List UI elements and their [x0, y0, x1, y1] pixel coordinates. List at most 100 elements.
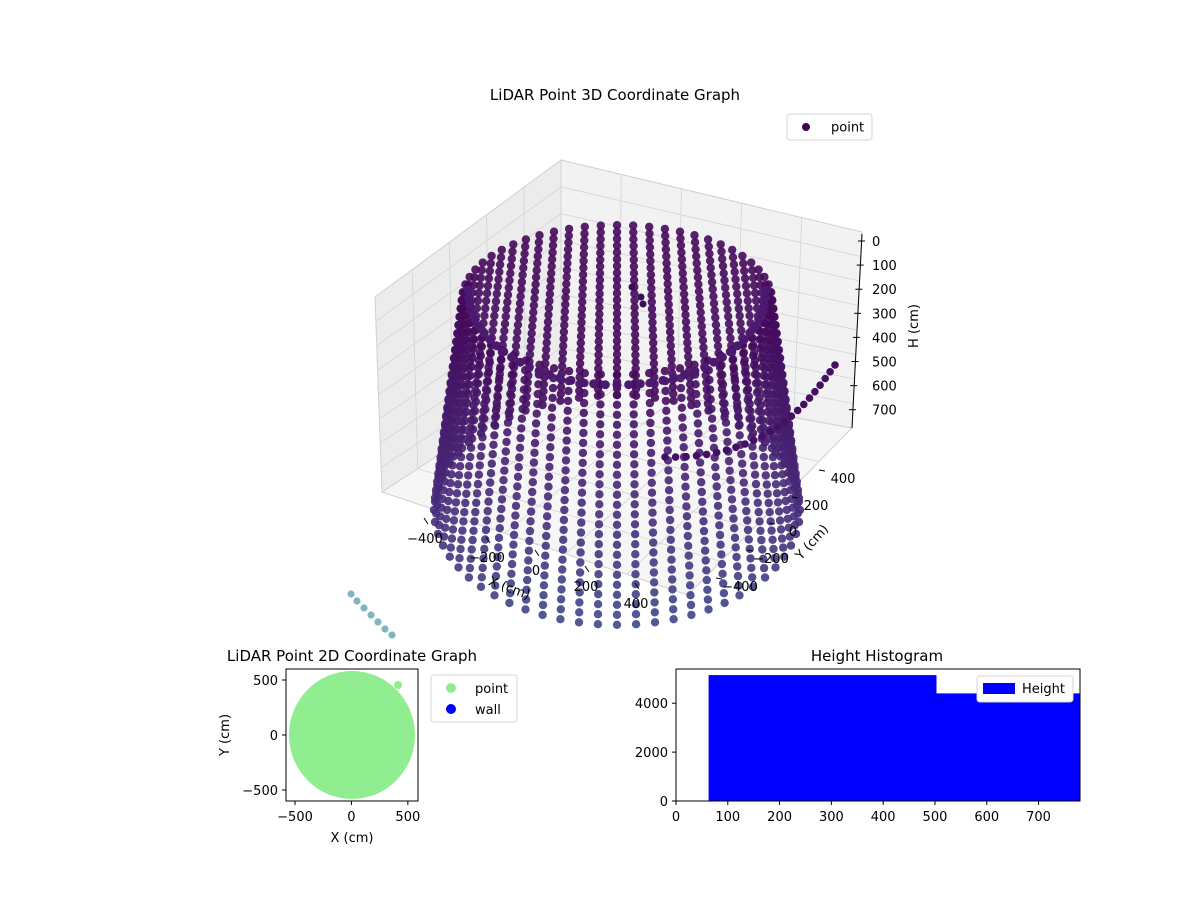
plot3d-scan-point [561, 293, 570, 302]
plot3d-scan-point [456, 390, 466, 399]
plot3d-scan-point [762, 336, 771, 346]
plot3d-scan-point [489, 319, 498, 328]
plot3d-scan-point [594, 337, 603, 346]
plot3d-scan-point [480, 414, 489, 423]
plot3d-scan-point [594, 570, 603, 579]
plot3d-scan-point [462, 345, 471, 354]
plot3d-scan-point [612, 323, 622, 332]
plot3d-scan-point [464, 471, 473, 480]
plot3d-scan-point [713, 492, 722, 501]
plot3d-scan-point [668, 585, 677, 594]
plot3d-bowl-point [754, 314, 764, 324]
plot3d-scan-point [692, 252, 701, 261]
plot3d-scan-point [576, 548, 585, 557]
plot3d-scan-point [661, 245, 671, 254]
plot3d-scan-point [676, 241, 686, 250]
plot3d-scan-point [631, 570, 640, 579]
plot3d-scan-point [724, 456, 734, 466]
plot3d-scan-point [507, 370, 516, 379]
plot3d-scan-point [505, 589, 515, 598]
plot3d-bowl-point [739, 335, 749, 345]
plot3d-scan-point [594, 330, 604, 339]
plot3d-bowl-point [700, 362, 710, 372]
plot3d-ytick-label: −400 [722, 580, 758, 595]
plot3d-scan-point [542, 512, 552, 521]
plot3d-scan-point [754, 265, 763, 274]
plot3d-scan-point [647, 468, 656, 477]
plot3d-scan-point [564, 231, 573, 240]
plot3d-scan-point [578, 284, 587, 293]
plot3d-ylabel: Y (cm) [792, 522, 832, 564]
plot3d-scan-point [705, 375, 714, 385]
plot3d-scan-point [564, 386, 573, 396]
plot3d-scan-point [771, 480, 781, 489]
plot3d-arc-point [741, 440, 749, 448]
plot3d-scan-point [517, 414, 527, 423]
plot3d-scan-point [560, 314, 569, 323]
plot3d-scan-point [449, 516, 459, 525]
plot3d-bowl-point [507, 352, 517, 362]
plot3d-scan-point [719, 579, 728, 588]
plot3d-bowl-point [479, 328, 489, 338]
plot3d-bowl-point [515, 357, 525, 367]
plot3d-scan-point [559, 525, 568, 535]
plot3d-bowl-point [690, 366, 700, 376]
plot3d-scan-point [630, 490, 639, 499]
plot3d-scan-point [700, 536, 709, 546]
plot3d-scan-point [664, 466, 673, 475]
plot3d-scan-point [646, 428, 655, 438]
plot3d-scan-point [461, 498, 470, 508]
plot3d-scan-point [645, 398, 655, 408]
plot3d-scan-point [560, 505, 569, 515]
plot3d-scan-point [664, 307, 674, 316]
plot3d-scan-point [595, 262, 605, 271]
plot3d-scan-point [515, 306, 524, 315]
plot3d-scan-point [531, 273, 541, 282]
plot3d-scan-point [763, 489, 772, 498]
plot3d-scan-point [464, 389, 473, 398]
plot3d-bowl-point [465, 300, 475, 310]
plot3d-legend-box [786, 113, 873, 141]
plot3d-arc-point [816, 381, 824, 390]
plot3d-scan-point [557, 575, 566, 584]
plot3d-scan-point [524, 546, 534, 555]
plot3d-scan-point [577, 508, 586, 517]
plot3d-scan-point [542, 521, 551, 531]
plot3d-scan-point [489, 440, 498, 449]
plot3d-scan-point [612, 350, 622, 359]
plot3d-scan-point [691, 380, 700, 389]
plot3d-scan-point [443, 505, 452, 515]
plot3d-scan-point [562, 426, 572, 435]
plot3d-scan-point [704, 605, 713, 614]
plot3d-scan-point [713, 341, 723, 351]
plot3d-scan-point [595, 303, 604, 312]
plot3d-scan-point [496, 355, 506, 364]
plot3d-scan-point [575, 598, 584, 607]
plot3d-scan-point [706, 395, 715, 404]
plot3d-scan-point [485, 487, 494, 497]
plot3d-scan-point [503, 418, 513, 427]
plot3d-left-gridline [375, 186, 562, 322]
plot3d-scan-point [766, 434, 776, 444]
plot3d-scan-point [507, 569, 516, 578]
histogram-legend-box [976, 675, 1074, 703]
plot3d-legend: point [786, 113, 873, 141]
plot3d-scan-point [706, 263, 715, 273]
plot3d-scan-point [686, 600, 696, 610]
plot3d-scan-point [779, 543, 788, 552]
plot3d-bowl-point [750, 321, 760, 331]
plot3d-scan-point [560, 321, 569, 330]
plot3d-scan-point [596, 370, 605, 379]
plot3d-scan-point [728, 245, 737, 255]
plot3d-bowl-point [485, 335, 495, 345]
plot3d-scan-point [528, 315, 537, 324]
plot3d-scan-point [757, 535, 766, 545]
plot3d-scan-point [506, 269, 515, 278]
plot3d-scan-point [765, 363, 774, 372]
plot3d-scan-point [466, 371, 475, 380]
plot3d-scan-point [693, 273, 703, 282]
plot3d-scan-point [480, 544, 489, 554]
plot3d-scan-point [595, 490, 604, 499]
plot3d-scan-point [707, 277, 717, 287]
plot3d-scan-point [679, 443, 688, 452]
